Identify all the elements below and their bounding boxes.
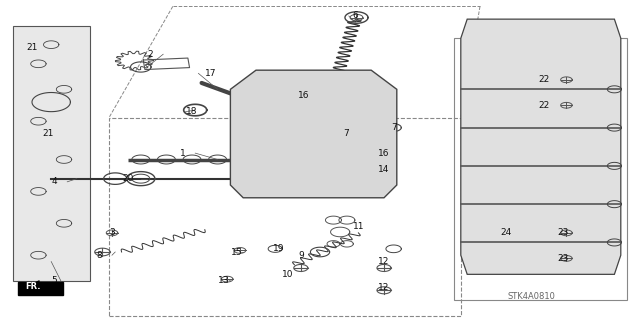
Text: 22: 22 bbox=[538, 101, 550, 110]
Polygon shape bbox=[461, 19, 621, 274]
Text: STK4A0810: STK4A0810 bbox=[508, 292, 555, 301]
Text: 22: 22 bbox=[538, 75, 550, 84]
Text: 23: 23 bbox=[557, 228, 569, 237]
Text: 16: 16 bbox=[298, 91, 310, 100]
Text: 21: 21 bbox=[26, 43, 38, 52]
Text: 4: 4 bbox=[52, 177, 57, 186]
Bar bbox=[18, 282, 63, 295]
Text: 8: 8 bbox=[97, 251, 102, 260]
Text: 2: 2 bbox=[148, 50, 153, 59]
Text: 12: 12 bbox=[378, 257, 390, 266]
Text: 18: 18 bbox=[186, 107, 198, 116]
Text: 12: 12 bbox=[378, 283, 390, 292]
Text: 14: 14 bbox=[378, 165, 390, 174]
Text: FR.: FR. bbox=[26, 282, 41, 291]
Text: 21: 21 bbox=[42, 130, 54, 138]
Polygon shape bbox=[13, 26, 90, 281]
Text: 17: 17 bbox=[205, 69, 217, 78]
Polygon shape bbox=[230, 70, 397, 198]
Text: 13: 13 bbox=[218, 276, 230, 285]
Text: 11: 11 bbox=[353, 222, 364, 231]
Text: 3: 3 bbox=[109, 228, 115, 237]
Text: 7: 7 bbox=[391, 123, 396, 132]
Text: 5: 5 bbox=[52, 276, 57, 285]
Text: 10: 10 bbox=[282, 270, 294, 279]
Text: 6: 6 bbox=[353, 11, 358, 20]
Text: 7: 7 bbox=[343, 130, 348, 138]
Text: 23: 23 bbox=[557, 254, 569, 263]
Text: 9: 9 bbox=[298, 251, 303, 260]
Text: 20: 20 bbox=[122, 174, 134, 183]
Text: 24: 24 bbox=[500, 228, 511, 237]
Text: 15: 15 bbox=[231, 248, 243, 256]
Text: 16: 16 bbox=[378, 149, 390, 158]
Text: 19: 19 bbox=[273, 244, 284, 253]
Text: 1: 1 bbox=[180, 149, 185, 158]
